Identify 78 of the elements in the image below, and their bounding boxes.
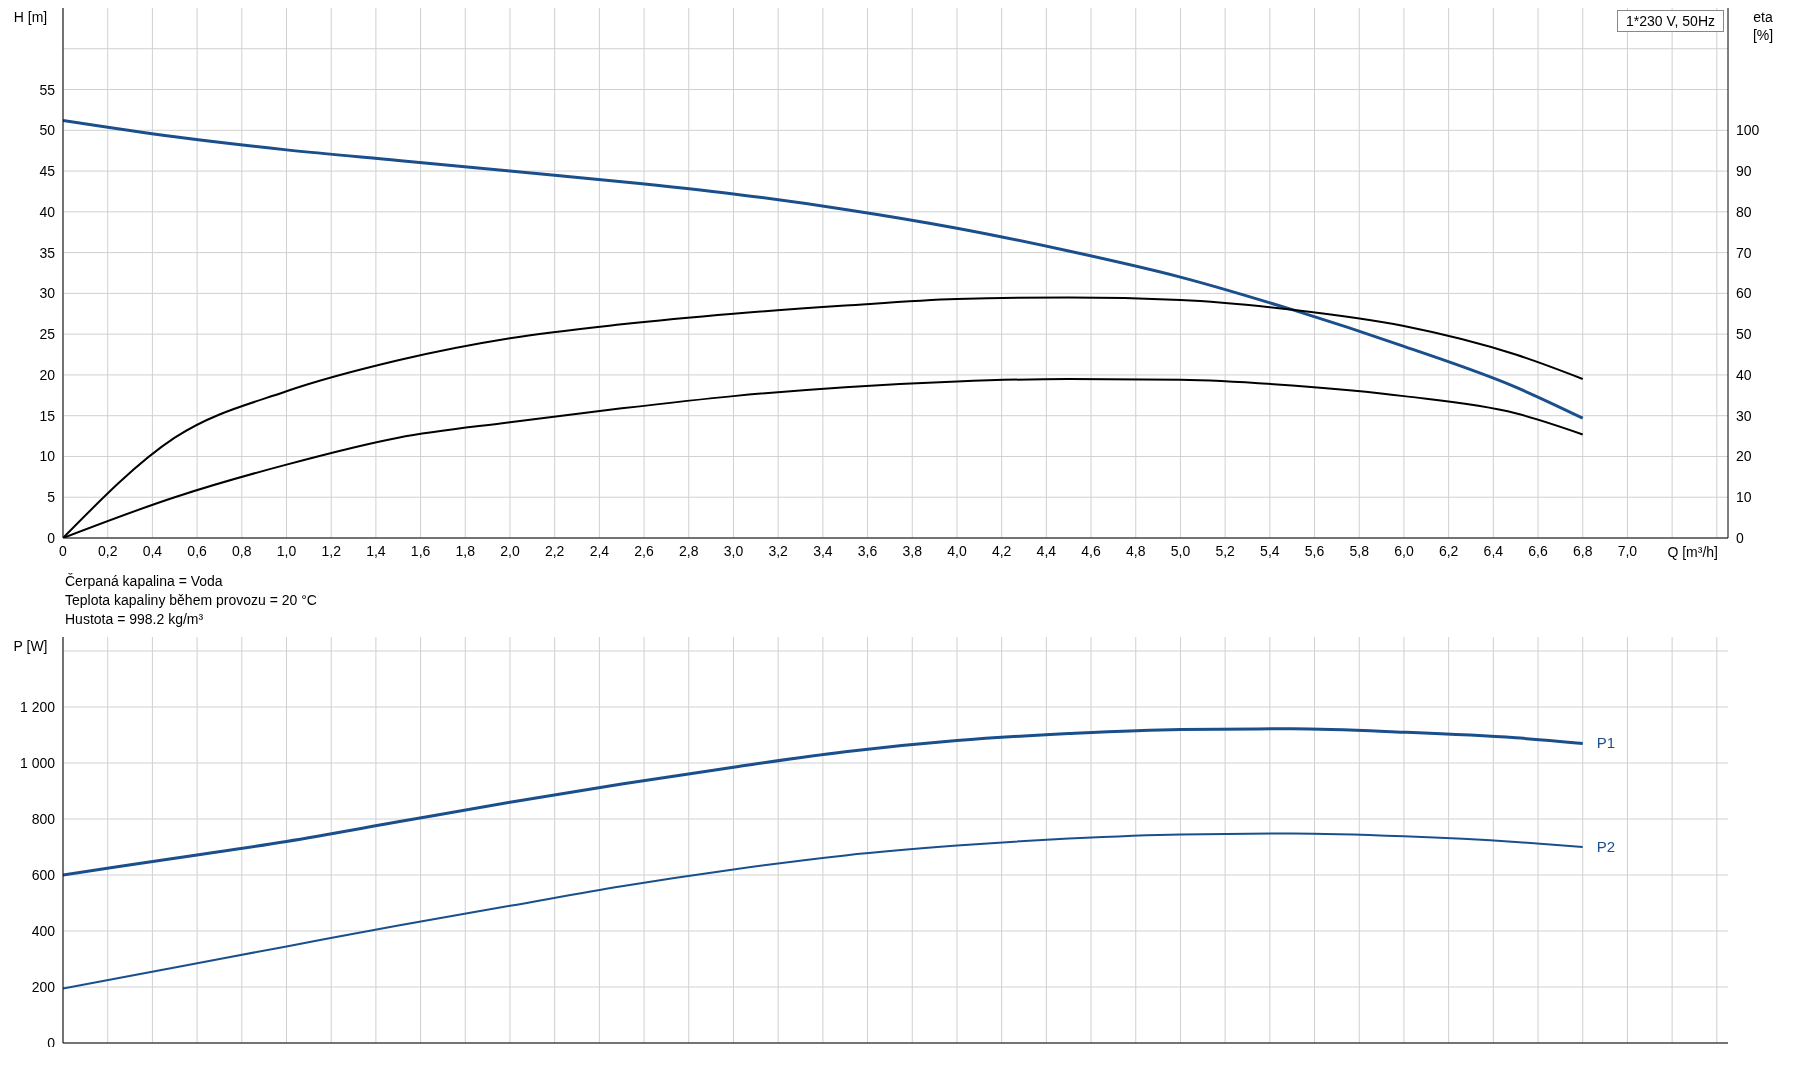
x-tick-label: 4,0 (947, 542, 967, 559)
text: Teplota kapaliny během provozu = 20 °C (65, 591, 318, 610)
series-label: P2 (1596, 838, 1616, 855)
line-series (63, 832, 1584, 990)
x-tick-label: 5,2 (1215, 542, 1236, 559)
y2-tick-label: 70 (1736, 244, 1752, 261)
y2-tick-label: 0 (1736, 529, 1744, 546)
x-axis-title: Q [m³/h] (1665, 544, 1720, 560)
y-tick-label: 5 (47, 489, 56, 506)
y2-tick-label: 60 (1736, 285, 1752, 302)
y-tick-label: 800 (31, 810, 56, 827)
y-axis-title: P [W] (8, 637, 53, 655)
x-tick-label: 2,0 (500, 542, 520, 559)
x-tick-label: 0,2 (97, 542, 118, 559)
x-tick-label: 4,4 (1036, 542, 1057, 559)
y-tick-label: 600 (31, 866, 56, 883)
x-tick-label: 6,8 (1573, 542, 1593, 559)
x-tick-label: 1,2 (321, 542, 342, 559)
annotation: 1*230 V, 50Hz (1617, 10, 1724, 32)
x-tick-label: 6,2 (1438, 542, 1459, 559)
y-tick-label: 45 (39, 163, 56, 180)
y2-tick-label: 100 (1736, 122, 1760, 139)
x-tick-label: 5,0 (1170, 542, 1191, 559)
x-tick-label: 5,8 (1349, 542, 1370, 559)
x-tick-label: 4,6 (1081, 542, 1101, 559)
y2-tick-label: 40 (1736, 366, 1752, 383)
y-tick-label: 1 000 (19, 754, 56, 771)
x-tick-label: 3,2 (768, 542, 789, 559)
x-tick-label: 0,8 (232, 542, 252, 559)
y-tick-label: 40 (39, 203, 56, 220)
x-tick-label: 7,0 (1617, 542, 1638, 559)
y-tick-label: 15 (39, 407, 56, 424)
x-tick-label: 5,4 (1260, 542, 1280, 559)
y2-tick-label: 90 (1736, 163, 1752, 180)
x-tick-label: 2,8 (679, 542, 699, 559)
x-tick-label: 3,0 (723, 542, 744, 559)
x-tick-label: 1,4 (366, 542, 386, 559)
x-tick-label: 3,8 (902, 542, 923, 559)
x-tick-label: 4,8 (1126, 542, 1146, 559)
line-series (63, 119, 1585, 420)
x-tick-label: 6,0 (1394, 542, 1414, 559)
text: Hustota = 998.2 kg/m³ (65, 610, 205, 629)
y-tick-label: 35 (39, 244, 56, 261)
line-series (63, 727, 1585, 877)
x-tick-label: 4,2 (991, 542, 1012, 559)
y-tick-label: 30 (39, 285, 56, 302)
x-tick-label: 1,0 (276, 542, 297, 559)
y-tick-label: 55 (39, 81, 56, 98)
y-tick-label: 10 (39, 448, 56, 465)
x-tick-label: 6,6 (1528, 542, 1548, 559)
y-tick-label: 25 (39, 326, 56, 343)
x-tick-label: 0,4 (142, 542, 163, 559)
y-tick-label: 400 (31, 922, 56, 939)
y2-tick-label: 80 (1736, 203, 1752, 220)
x-tick-label: 2,2 (544, 542, 565, 559)
x-tick-label: 5,6 (1304, 542, 1325, 559)
y-tick-label: 20 (39, 366, 56, 383)
x-tick-label: 1,8 (455, 542, 476, 559)
y-tick-label: 200 (31, 978, 56, 995)
y2-tick-label: 50 (1736, 326, 1752, 343)
y2-axis-title: eta [%] (1743, 8, 1783, 44)
x-tick-label: 3,6 (857, 542, 878, 559)
y2-tick-label: 10 (1736, 489, 1752, 506)
x-tick-label: 6,4 (1483, 542, 1504, 559)
x-tick-label: 3,4 (813, 542, 833, 559)
y2-tick-label: 20 (1736, 448, 1752, 465)
series-label: P1 (1596, 734, 1616, 752)
x-tick-label: 0 (59, 542, 68, 559)
x-tick-label: 2,4 (589, 542, 610, 559)
x-tick-label: 0,6 (187, 542, 208, 559)
x-tick-label: 1,6 (410, 542, 431, 559)
y-tick-label: 0 (47, 529, 56, 546)
y-axis-title: H [m] (8, 8, 53, 26)
y-tick-label: 1 200 (19, 698, 56, 715)
text: Čerpaná kapalina = Voda (65, 572, 224, 591)
y2-tick-label: 30 (1736, 407, 1752, 424)
y-tick-label: 50 (39, 122, 56, 139)
x-tick-label: 2,6 (634, 542, 655, 559)
